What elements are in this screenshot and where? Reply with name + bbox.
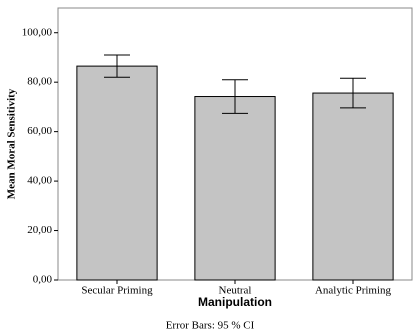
x-tick-label: Secular Priming (81, 285, 153, 297)
error-bar (340, 77, 366, 109)
y-tick-label: 40,00 (27, 175, 52, 187)
bar (76, 65, 158, 281)
y-tick-label: 60,00 (27, 125, 52, 137)
error-bar (104, 54, 130, 78)
error-bar (222, 79, 248, 114)
bar (312, 92, 394, 281)
x-axis-title: Manipulation (198, 295, 272, 309)
y-tick-label: 80,00 (27, 76, 52, 88)
bar (194, 96, 276, 281)
y-tick-label: 100,00 (22, 26, 53, 38)
x-tick-label: Neutral (219, 285, 252, 297)
caption: Error Bars: 95 % CI (166, 320, 255, 330)
x-tick-label: Analytic Priming (315, 285, 392, 297)
y-axis-title: Mean Moral Sensitivity (6, 88, 18, 199)
y-tick-label: 20,00 (27, 224, 52, 236)
y-tick-label: 0,00 (33, 274, 53, 286)
